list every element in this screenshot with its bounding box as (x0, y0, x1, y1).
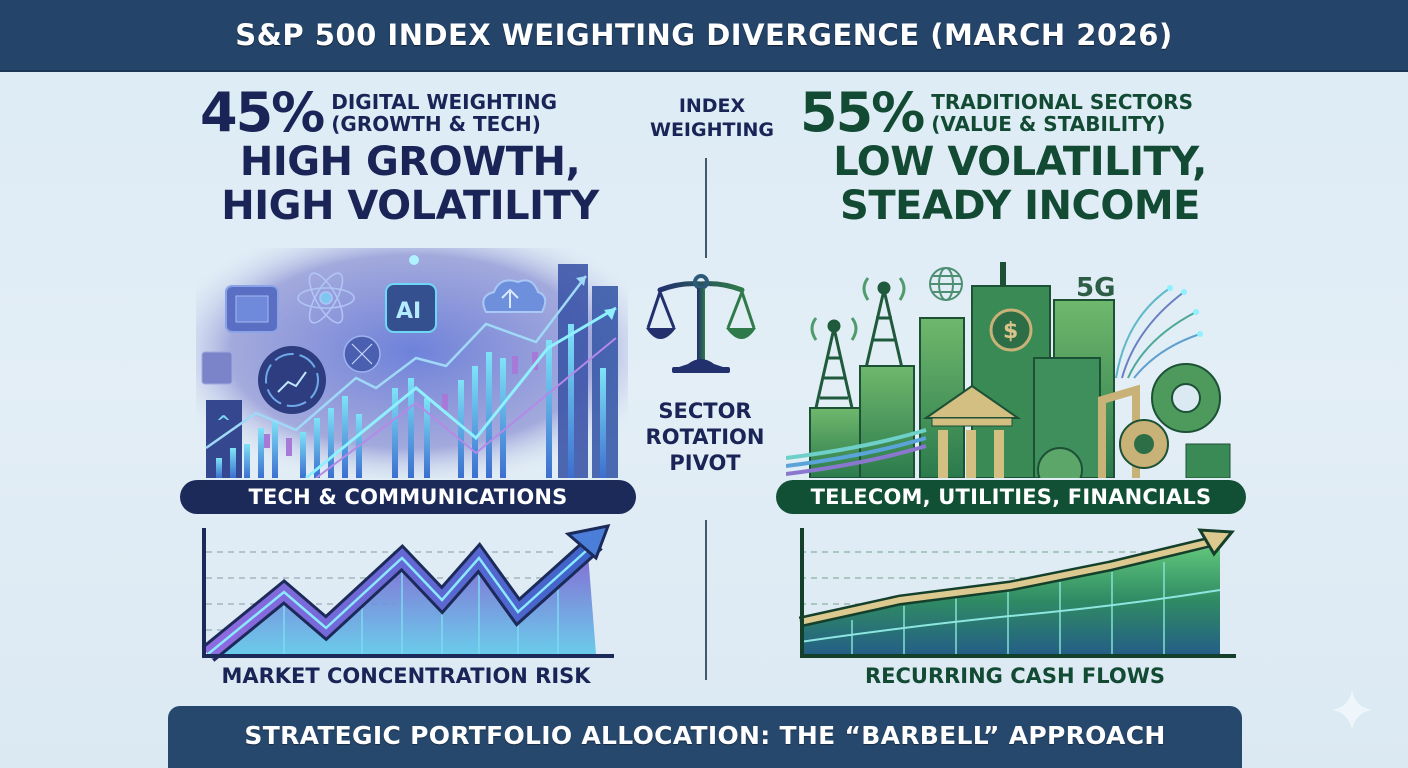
right-sub-line1: TRADITIONAL SECTORS (931, 90, 1194, 114)
right-tagline-line1: LOW VOLATILITY, (833, 139, 1207, 185)
right-sub-line2: (VALUE & STABILITY) (931, 112, 1166, 136)
footer-title: STRATEGIC PORTFOLIO ALLOCATION: THE “BAR… (244, 720, 1166, 750)
caption-recurring-cash-flows: RECURRING CASH FLOWS (864, 664, 1166, 688)
caption-market-concentration-risk: MARKET CONCENTRATION RISK (221, 664, 591, 688)
right-headline: 55% TRADITIONAL SECTORS (VALUE & STABILI… (800, 81, 1240, 229)
fiber-optic-icon (1115, 285, 1203, 379)
pivot-line2: ROTATION (645, 425, 765, 449)
ai-chip-label: AI (396, 299, 421, 324)
right-tagline-line2: STEADY INCOME (840, 183, 1200, 229)
dollar-symbol: $ (1003, 319, 1018, 344)
atom-network-icon (297, 272, 355, 324)
chip-icon-small (201, 351, 233, 385)
steady-cash-flow-chart (798, 528, 1236, 658)
tech-growth-illustration: ^ AI (196, 248, 628, 478)
chart-gauge-icon (258, 346, 326, 414)
globe-icon (929, 267, 963, 301)
gear-icon (1151, 363, 1221, 433)
left-tagline-line2: HIGH VOLATILITY (221, 183, 599, 229)
left-sub-line1: DIGITAL WEIGHTING (331, 90, 557, 114)
sector-pill-tech: TECH & COMMUNICATIONS (180, 480, 636, 514)
cell-tower-icon (810, 277, 906, 409)
pivot-line3: PIVOT (669, 451, 741, 475)
sector-pill-tech-label: TECH & COMMUNICATIONS (248, 485, 568, 509)
volatile-growth-chart (201, 523, 614, 662)
ai-chip-icon: AI (385, 283, 437, 333)
bank-icon (922, 384, 1022, 478)
chip-icon (225, 285, 279, 333)
left-headline: 45% DIGITAL WEIGHTING (GROWTH & TECH) HI… (200, 81, 620, 229)
balance-scale-icon (646, 274, 756, 373)
sector-pill-traditional: TELECOM, UTILITIES, FINANCIALS (776, 480, 1246, 514)
traditional-sectors-illustration: $ 5G (786, 262, 1231, 478)
pivot-line1: SECTOR (658, 399, 752, 423)
cloud-upload-icon (482, 279, 547, 313)
gear-icon-gold (1119, 419, 1169, 469)
page-title: S&P 500 INDEX WEIGHTING DIVERGENCE (MARC… (235, 18, 1173, 52)
left-tagline-line1: HIGH GROWTH, (239, 139, 581, 185)
network-node-icon (343, 335, 381, 373)
center-label-line1: INDEX (678, 95, 746, 117)
sector-pill-traditional-label: TELECOM, UTILITIES, FINANCIALS (810, 485, 1212, 509)
sector-rotation-pivot-label: SECTOR ROTATION PIVOT (620, 398, 790, 476)
center-divider-top (705, 158, 707, 258)
svg-text:^: ^ (216, 412, 231, 433)
right-percent: 55% (800, 81, 925, 144)
sparkle-icon (1332, 690, 1372, 730)
left-percent: 45% (200, 81, 325, 144)
center-label-line2: WEIGHTING (649, 119, 775, 141)
footer-banner: STRATEGIC PORTFOLIO ALLOCATION: THE “BAR… (168, 706, 1242, 768)
index-weighting-label: INDEX WEIGHTING (648, 94, 776, 142)
left-sub-line2: (GROWTH & TECH) (331, 112, 541, 136)
title-banner: S&P 500 INDEX WEIGHTING DIVERGENCE (MARC… (0, 0, 1408, 72)
center-divider-bottom (705, 520, 707, 680)
5g-badge: 5G (1076, 273, 1115, 303)
